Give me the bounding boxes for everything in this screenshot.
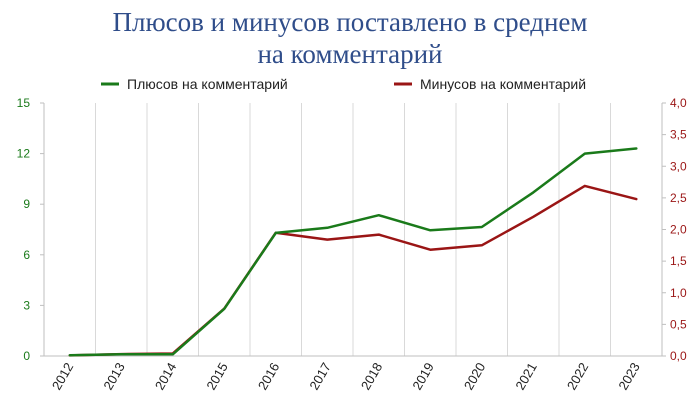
x-tick-label: 2012 — [49, 360, 76, 393]
y-left-tick-label: 0 — [23, 349, 30, 363]
x-tick-label: 2016 — [255, 360, 282, 393]
legend: Плюсов на комментарий Минусов на коммент… — [101, 76, 586, 92]
x-tick-label: 2018 — [358, 360, 385, 393]
x-tick-label: 2014 — [152, 360, 179, 393]
y-left-tick-label: 9 — [23, 197, 30, 211]
y-right-tick-label: 0,0 — [670, 349, 687, 363]
y-left-tick-label: 12 — [17, 147, 31, 161]
y-right-tick-label: 3,0 — [670, 159, 687, 173]
chart-title-line1: Плюсов и минусов поставлено в среднем — [113, 7, 588, 37]
x-tick-label: 2020 — [461, 360, 488, 393]
plot-area: 0 3 6 9 12 15 0,0 0,5 1,0 1,5 2,0 2,5 3,0 3,5 4,0 2012 2… — [17, 96, 687, 393]
x-tick-label: 2019 — [409, 360, 436, 393]
y-right-tick-label: 2,0 — [670, 223, 687, 237]
x-tick-label: 2022 — [564, 360, 591, 393]
y-right-tick-label: 2,5 — [670, 191, 687, 205]
x-tick-label: 2017 — [306, 360, 333, 393]
y-right-tick-label: 1,0 — [670, 286, 687, 300]
x-tick-label: 2023 — [615, 360, 642, 393]
y-right-tick-label: 0,5 — [670, 317, 687, 331]
y-left-tick-label: 3 — [23, 298, 30, 312]
y-right-tick-label: 3,5 — [670, 128, 687, 142]
chart-title-line2: на комментарий — [257, 39, 442, 69]
y-left-tick-label: 15 — [17, 96, 31, 110]
legend-label-plus: Плюсов на комментарий — [127, 76, 288, 92]
series-line-plus — [68, 147, 638, 357]
y-right-tick-label: 4,0 — [670, 96, 687, 110]
x-tick-label: 2013 — [100, 360, 127, 393]
legend-label-minus: Минусов на комментарий — [420, 76, 586, 92]
x-tick-label: 2015 — [203, 360, 230, 393]
x-tick-label: 2021 — [512, 360, 539, 393]
y-left-tick-label: 6 — [23, 248, 30, 262]
y-right-tick-label: 1,5 — [670, 254, 687, 268]
